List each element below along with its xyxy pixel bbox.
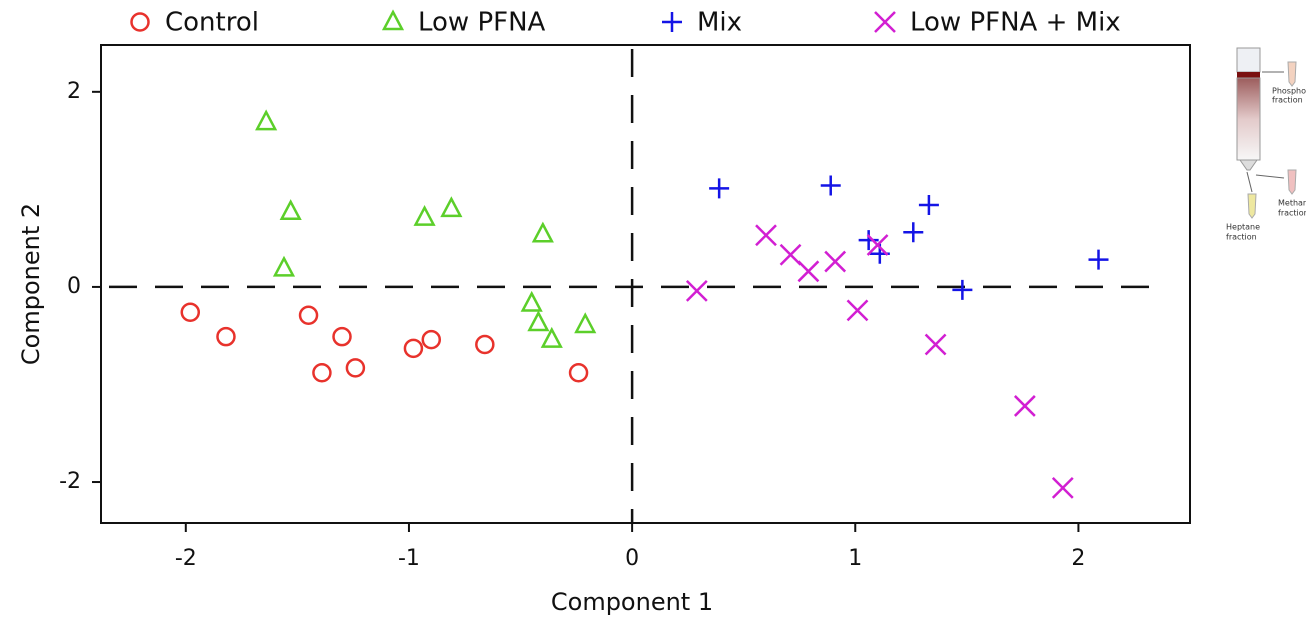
marker [403, 338, 424, 359]
marker [298, 305, 319, 325]
marker [709, 178, 730, 199]
marker [903, 222, 924, 243]
x-tick-label: 2 [1071, 546, 1085, 571]
inset-label: fraction [1278, 209, 1306, 218]
inset-column: Phosphol fraction Methan fraction Heptan… [1226, 47, 1306, 242]
marker [475, 334, 495, 355]
tube [1247, 193, 1257, 219]
arrow [1246, 171, 1253, 193]
series [255, 109, 597, 348]
marker [1051, 476, 1074, 499]
marker [952, 279, 973, 300]
legend-marker [662, 12, 682, 32]
marker [846, 299, 869, 322]
inset-label: Phosphol [1272, 87, 1306, 96]
marker [568, 363, 589, 383]
marker [312, 363, 332, 383]
y-tick-label: -2 [59, 469, 81, 494]
plot-frame [100, 44, 1191, 524]
y-tick-label: 0 [67, 274, 81, 299]
marker [685, 279, 708, 302]
legend-label: Control [165, 8, 259, 38]
legend-label: Low PFNA + Mix [910, 8, 1121, 38]
marker [820, 175, 841, 196]
column-top [1236, 47, 1261, 73]
legend-marker [381, 9, 405, 31]
marker [924, 333, 947, 356]
marker [755, 224, 777, 247]
column-body [1236, 77, 1261, 161]
x-tick-label: -1 [398, 546, 420, 571]
marker [421, 329, 442, 350]
marker [918, 194, 939, 215]
marker [779, 243, 802, 266]
x-tick-label: 0 [625, 546, 639, 571]
tube [1287, 169, 1297, 195]
marker [531, 221, 554, 243]
x-tick-label: 1 [848, 546, 862, 571]
inset-label: fraction [1272, 96, 1303, 105]
marker [216, 326, 236, 347]
legend-label: Low PFNA [418, 8, 546, 38]
inset-label: Heptane [1226, 223, 1260, 232]
marker [279, 199, 302, 221]
legend-marker [874, 11, 896, 33]
marker [345, 358, 366, 378]
marker [1088, 249, 1109, 270]
series [709, 175, 1109, 300]
marker [527, 310, 550, 332]
inset-label: Methan [1278, 199, 1306, 208]
x-axis-label: Component 1 [551, 588, 713, 616]
x-tick-label: -2 [175, 546, 197, 571]
marker [824, 250, 847, 273]
arrow [1255, 174, 1285, 179]
marker [574, 312, 597, 334]
y-axis-label: Component 2 [17, 203, 45, 365]
marker [866, 234, 889, 256]
marker [440, 196, 463, 218]
legend-marker [130, 12, 150, 32]
legend-label: Mix [697, 8, 742, 38]
column-band [1237, 72, 1260, 78]
marker [540, 326, 563, 348]
marker [332, 326, 352, 347]
column-tip [1239, 159, 1258, 171]
marker [858, 230, 879, 251]
marker [1013, 395, 1036, 417]
marker [797, 260, 820, 283]
marker [520, 290, 543, 312]
tube [1287, 61, 1297, 87]
series [685, 224, 1074, 499]
marker [255, 109, 278, 131]
marker [272, 255, 296, 277]
inset-label: fraction [1226, 233, 1257, 242]
marker [180, 302, 201, 323]
y-tick-label: 2 [67, 79, 81, 104]
series [180, 302, 589, 383]
marker [413, 204, 436, 226]
